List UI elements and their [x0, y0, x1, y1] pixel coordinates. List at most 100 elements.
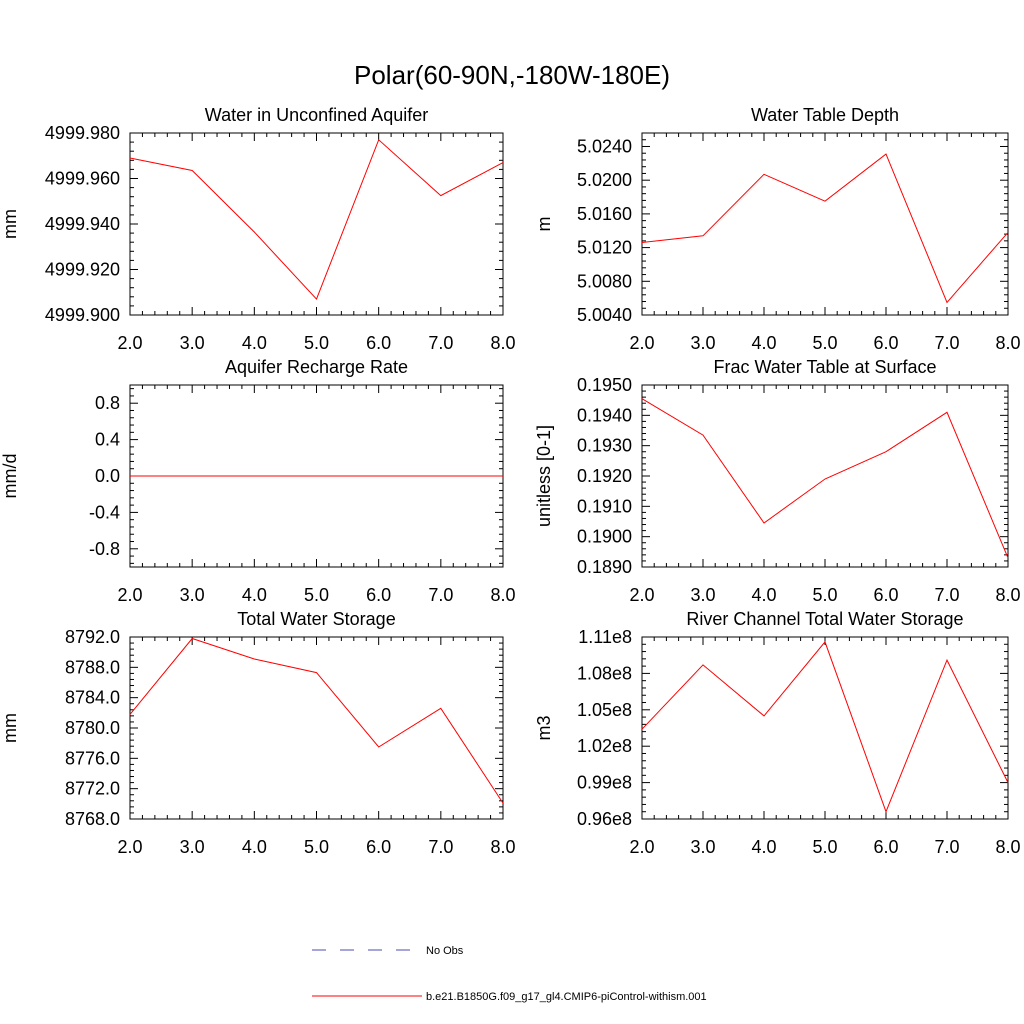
x-tick-label: 5.0 [304, 837, 329, 857]
x-tick-label: 7.0 [428, 585, 453, 605]
x-tick-label: 4.0 [751, 837, 776, 857]
x-tick-label: 6.0 [366, 585, 391, 605]
legend-entry-obs: No Obs [312, 945, 464, 957]
x-tick-label: 5.0 [304, 333, 329, 353]
y-tick-label: 5.0120 [577, 238, 632, 258]
x-tick-label: 5.0 [812, 585, 837, 605]
x-tick-label: 7.0 [934, 837, 959, 857]
x-tick-label: 8.0 [995, 837, 1020, 857]
x-tick-label: 7.0 [428, 333, 453, 353]
legend-label-obs: No Obs [426, 945, 464, 957]
x-tick-label: 2.0 [629, 585, 654, 605]
series-line [641, 398, 1009, 559]
x-tick-label: 4.0 [751, 585, 776, 605]
y-tick-label: 0.99e8 [577, 773, 632, 793]
y-tick-label: 0.1890 [577, 557, 632, 577]
x-tick-label: 4.0 [751, 333, 776, 353]
x-tick-label: 3.0 [180, 585, 205, 605]
x-tick-label: 3.0 [180, 333, 205, 353]
panels: Water in Unconfined Aquifer mm 2.0 3.0 4.0 5.… [0, 105, 1021, 857]
plot-frame [129, 636, 504, 820]
y-tick-label: 0.96e8 [577, 809, 632, 829]
y-tick-label: 5.0240 [577, 136, 632, 156]
y-tick-label: 5.0080 [577, 271, 632, 291]
x-tick-label: 8.0 [490, 837, 515, 857]
y-axis-label: mm [0, 209, 20, 239]
chart-panel: Total Water Storage mm 2.0 3.0 4.0 5.0 6.0 7.0 8… [0, 609, 516, 857]
y-tick-label: 0.1910 [577, 496, 632, 516]
y-tick-label: 8780.0 [65, 718, 120, 738]
x-tick-label: 6.0 [873, 837, 898, 857]
y-tick-label: 0.1920 [577, 466, 632, 486]
y-axis-label: m3 [534, 715, 554, 740]
chart-title: Total Water Storage [237, 609, 395, 629]
y-tick-label: 4999.900 [45, 305, 120, 325]
series-line [641, 153, 1009, 304]
x-tick-label: 7.0 [428, 837, 453, 857]
legend-label-model: b.e21.B1850G.f09_g17_gl4.CMIP6-piControl… [426, 991, 707, 1003]
y-tick-label: 0.8 [95, 393, 120, 413]
chart-panel: Water in Unconfined Aquifer mm 2.0 3.0 4.0 5.… [0, 105, 516, 353]
x-tick-label: 7.0 [934, 333, 959, 353]
y-tick-label: 1.02e8 [577, 736, 632, 756]
y-tick-label: 0.1950 [577, 375, 632, 395]
y-axis-label: mm [0, 713, 20, 743]
plot-frame [641, 636, 1009, 820]
x-tick-label: 2.0 [629, 837, 654, 857]
y-tick-label: 8768.0 [65, 809, 120, 829]
x-tick-label: 3.0 [690, 585, 715, 605]
chart-panel: River Channel Total Water Storage m3 2.0 3.… [534, 609, 1021, 857]
x-tick-label: 4.0 [242, 333, 267, 353]
plot-frame [641, 132, 1009, 316]
x-tick-label: 8.0 [490, 333, 515, 353]
x-tick-label: 5.0 [812, 837, 837, 857]
y-tick-label: 1.11e8 [578, 627, 632, 647]
chart-title: Water Table Depth [751, 105, 899, 125]
chart-panel: Frac Water Table at Surface unitless [0-1… [534, 357, 1021, 605]
y-tick-label: 5.0160 [577, 204, 632, 224]
y-axis-label: unitless [0-1] [534, 425, 554, 527]
series-line [641, 640, 1009, 814]
y-tick-label: 5.0040 [577, 305, 632, 325]
x-tick-label: 5.0 [304, 585, 329, 605]
y-tick-label: 5.0200 [577, 170, 632, 190]
x-tick-label: 7.0 [934, 585, 959, 605]
figure-title: Polar(60-90N,-180W-180E) [354, 60, 670, 90]
y-tick-label: 0.1930 [577, 436, 632, 456]
series-line [129, 637, 504, 804]
y-tick-label: 1.08e8 [577, 663, 632, 683]
x-tick-label: 8.0 [995, 333, 1020, 353]
x-tick-label: 4.0 [242, 837, 267, 857]
y-tick-label: 8772.0 [65, 779, 120, 799]
chart-title: Frac Water Table at Surface [713, 357, 936, 377]
y-tick-label: -0.4 [89, 502, 120, 522]
x-tick-label: 2.0 [117, 333, 142, 353]
y-tick-label: 8784.0 [65, 688, 120, 708]
y-tick-label: 0.0 [95, 466, 120, 486]
y-tick-label: 4999.980 [45, 123, 120, 143]
x-tick-label: 3.0 [690, 333, 715, 353]
y-tick-label: 4999.920 [45, 260, 120, 280]
y-axis-label: m [534, 217, 554, 232]
x-tick-label: 6.0 [366, 333, 391, 353]
y-tick-label: -0.8 [89, 539, 120, 559]
y-tick-label: 8792.0 [65, 627, 120, 647]
y-tick-label: 0.1900 [577, 527, 632, 547]
x-tick-label: 8.0 [490, 585, 515, 605]
y-tick-label: 4999.960 [45, 169, 120, 189]
y-tick-label: 8788.0 [65, 657, 120, 677]
x-tick-label: 8.0 [995, 585, 1020, 605]
plot-frame [129, 132, 504, 316]
y-tick-label: 1.05e8 [577, 700, 632, 720]
chart-panel: Aquifer Recharge Rate mm/d 2.0 3.0 4.0 5.0 6.0… [0, 357, 516, 605]
x-tick-label: 3.0 [180, 837, 205, 857]
x-tick-label: 2.0 [117, 837, 142, 857]
x-tick-label: 3.0 [690, 837, 715, 857]
y-tick-label: 0.1940 [577, 405, 632, 425]
chart-title: Aquifer Recharge Rate [225, 357, 408, 377]
legend: No Obs b.e21.B1850G.f09_g17_gl4.CMIP6-pi… [312, 945, 707, 1003]
x-tick-label: 2.0 [117, 585, 142, 605]
x-tick-label: 4.0 [242, 585, 267, 605]
legend-entry-model: b.e21.B1850G.f09_g17_gl4.CMIP6-piControl… [312, 991, 707, 1003]
